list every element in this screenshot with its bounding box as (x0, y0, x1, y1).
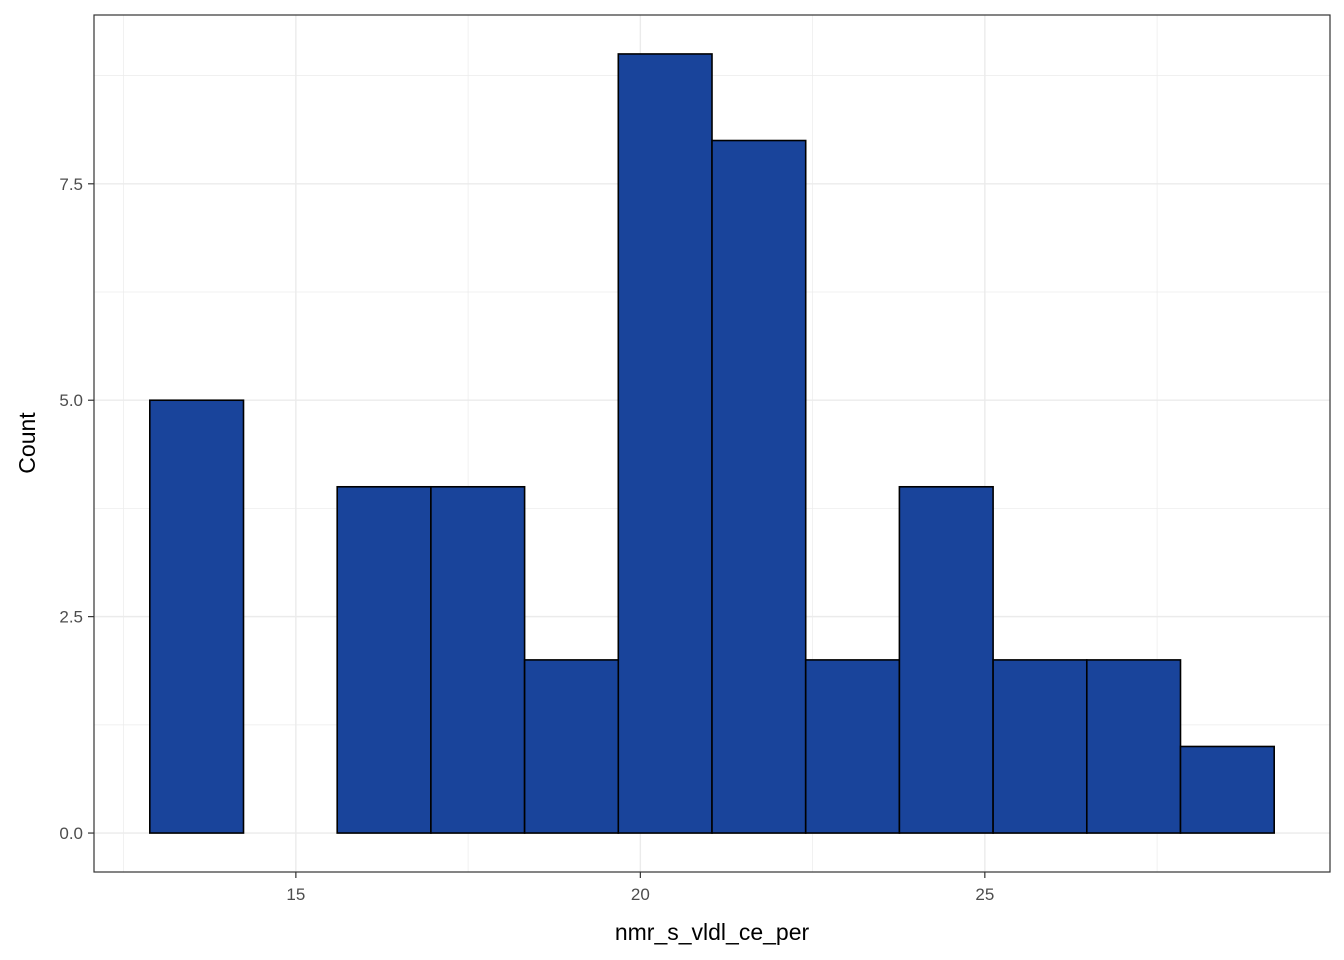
histogram-bar (149, 399, 245, 834)
y-axis-title: Count (14, 412, 40, 474)
x-tick-label: 25 (975, 885, 994, 904)
x-tick-label: 15 (286, 885, 305, 904)
histogram-bar (617, 53, 713, 834)
histogram-bars (149, 53, 1275, 834)
histogram-bar (336, 485, 432, 834)
y-tick-label: 0.0 (59, 824, 83, 843)
axis-ticks: 15 20 25 0.0 2.5 5.0 7.5 (59, 175, 994, 904)
histogram-bar (1085, 659, 1182, 834)
y-tick-label: 2.5 (59, 608, 83, 627)
histogram-bar (804, 659, 901, 834)
histogram-bar (711, 139, 807, 834)
histogram-bar (898, 485, 994, 834)
histogram-bar (430, 485, 526, 834)
histogram-bar (523, 659, 620, 834)
x-axis-title: nmr_s_vldl_ce_per (615, 919, 810, 945)
histogram-bar (1179, 745, 1275, 834)
histogram-bar (992, 659, 1088, 834)
x-tick-label: 20 (631, 885, 650, 904)
plot-panel-border (93, 14, 1331, 873)
y-tick-label: 5.0 (59, 391, 83, 410)
y-tick-label: 7.5 (59, 175, 83, 194)
